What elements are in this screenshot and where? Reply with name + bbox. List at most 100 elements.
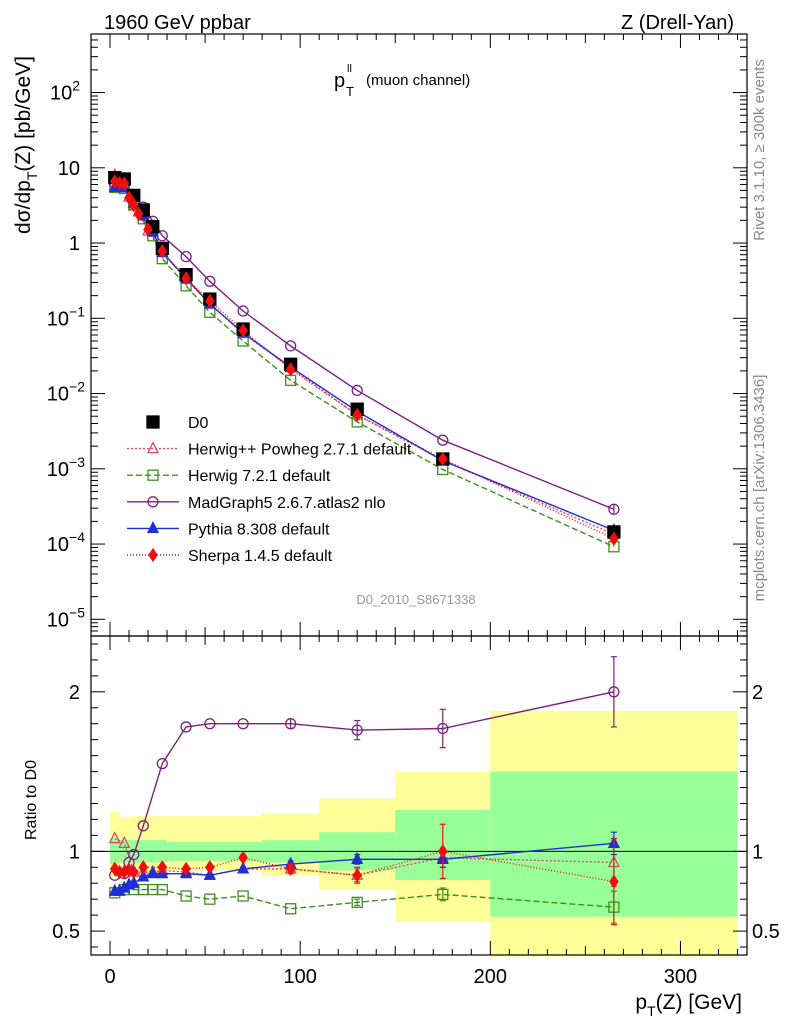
mcplots-label: mcplots.cern.ch [arXiv:1306.3436] [751, 375, 768, 602]
observable-superscript: ll [347, 63, 352, 75]
ratio-point-sherpa-11 [352, 868, 362, 883]
ratio-point-pythia-12 [351, 851, 364, 864]
ratio-point-herwig7-5 [156, 883, 168, 896]
y-tick-label-ratio-left: 2 [69, 682, 80, 704]
observable-title: p ll T (muon channel) [334, 63, 470, 99]
ratio-point-madgraph-4 [137, 820, 149, 832]
legend-marker-herwig7 [147, 469, 159, 481]
ratio-point-sherpa-7 [181, 861, 191, 877]
ratio-point-sherpa-8 [205, 860, 215, 875]
legend-entry-data: D0 [146, 415, 209, 432]
main-sherpa-overlay-9 [205, 293, 215, 309]
analysis-watermark: D0_2010_S8671338 [356, 592, 475, 607]
legend-label-pythia: Pythia 8.308 default [188, 521, 330, 538]
legend-marker-sherpa [148, 547, 158, 563]
y-tick-label-ratio-right: 2 [752, 682, 763, 704]
ratio-point-madgraph-7 [204, 718, 216, 730]
main-sherpa-overlay-3 [124, 190, 134, 205]
main-sherpa-overlay-12 [352, 407, 362, 423]
y-axis-label-main: dσ/dpT(Z) [pb/GeV] [12, 56, 40, 234]
main-sherpa-overlay-6 [143, 222, 153, 237]
y-tick-label-main: 10−5 [47, 604, 85, 631]
main-point-madgraph-9 [285, 340, 297, 352]
ratio-frame [90, 635, 748, 956]
ratio-point-herwig7-10 [351, 896, 363, 909]
main-sherpa-overlay-4 [129, 197, 139, 213]
main-series-herwigpp [108, 168, 620, 539]
y-tick-label-ratio-right: 1 [752, 841, 763, 863]
ratio-point-herwig7-8 [237, 890, 249, 902]
main-line-herwig7 [114, 186, 615, 548]
ratio-point-madgraph-9 [285, 718, 297, 730]
main-sherpa-overlay-10 [238, 323, 248, 338]
x-tick-label: 200 [474, 966, 507, 988]
main-sherpa-overlay-13 [437, 451, 448, 467]
ratio-point-herwig7-11 [437, 888, 449, 901]
ratio-point-herwig7-7 [204, 893, 216, 905]
main-point-madgraph-8 [237, 305, 249, 317]
observable-main: p [334, 70, 345, 92]
x-axis-label-text: pT(Z) [GeV] [635, 991, 742, 1019]
ratio-point-madgraph-6 [180, 721, 192, 733]
ratio-point-sherpa-12 [437, 844, 448, 859]
y-axis-label-main-text: dσ/dpT(Z) [pb/GeV] [12, 56, 40, 234]
legend-marker-madgraph [147, 496, 159, 508]
legend-label-data: D0 [188, 415, 209, 432]
legend-marker-data [146, 415, 160, 429]
ratio-point-sherpa-10 [285, 861, 296, 877]
x-axis-label: pT(Z) [GeV] [635, 991, 742, 1019]
ratio-point-pythia-6 [146, 866, 159, 879]
main-sherpa-overlay-14 [609, 531, 619, 546]
observable-subscript: T [346, 84, 354, 99]
ratio-uncertainty-bands [110, 710, 738, 957]
ratio-point-herwig7-6 [180, 890, 192, 902]
ratio-point-sherpa-13 [609, 874, 619, 889]
ratio-point-pythia-4 [127, 875, 140, 888]
main-series-pythia [108, 179, 620, 536]
main-series-sherpa [109, 174, 619, 546]
x-tick-label: 300 [664, 966, 697, 988]
ratio-panel-series [108, 656, 620, 926]
ratio-point-herwig7-9 [285, 903, 297, 915]
rivet-label: Rivet 3.1.10, ≥ 300k events [751, 59, 768, 241]
legend: D0 Herwig++ Powheg 2.7.1 default Herwig 7.… [127, 415, 412, 565]
y-tick-label-ratio-right: 0.5 [752, 921, 780, 943]
main-sherpa-overlay-5 [133, 206, 144, 221]
header-right: Z (Drell-Yan) [621, 12, 734, 34]
axis-tick-labels: 0 100 200 300 10−5 10−4 10−3 10−2 10−1 1 10 102 0.5 0… [47, 78, 780, 988]
ratio-point-madgraph-10 [351, 724, 363, 736]
main-frame [90, 33, 748, 637]
axis-ticks [90, 33, 747, 955]
y-tick-label-ratio-left: 1 [69, 841, 80, 863]
y-tick-label-main: 10 [58, 158, 80, 180]
main-panel-series [108, 168, 621, 553]
main-series-madgraph [109, 177, 620, 515]
legend-entry-madgraph: MadGraph5 2.6.7.atlas2 nlo [127, 495, 386, 512]
ratio-series-sherpa [109, 823, 619, 926]
y-tick-label-main: 10−2 [47, 379, 85, 406]
main-sherpa-overlay-11 [285, 362, 296, 377]
main-point-madgraph-11 [437, 434, 449, 446]
ratio-point-sherpa-5 [138, 860, 149, 875]
legend-entry-pythia: Pythia 8.308 default [127, 520, 330, 538]
ratio-point-sherpa-9 [238, 850, 248, 865]
main-line-madgraph [114, 182, 615, 510]
y-tick-label-main: 10−1 [47, 303, 85, 330]
legend-entry-sherpa: Sherpa 1.4.5 default [127, 547, 333, 565]
ratio-point-herwigpp-0 [108, 831, 121, 844]
main-series-sherpa-overlay [109, 174, 619, 546]
ratio-point-sherpa-6 [157, 860, 168, 875]
ratio-point-pythia-10 [237, 861, 250, 874]
legend-entry-herwigpp: Herwig++ Powheg 2.7.1 default [127, 441, 412, 459]
ratio-series-herwig7 [109, 883, 620, 924]
legend-marker-pythia [146, 520, 160, 534]
main-point-madgraph-7 [204, 275, 216, 287]
main-point-madgraph-10 [351, 384, 363, 397]
ratio-point-madgraph-12 [608, 686, 620, 698]
main-point-madgraph-6 [180, 250, 192, 263]
ratio-point-madgraph-8 [237, 718, 249, 730]
main-sherpa-overlay-7 [157, 244, 168, 259]
main-sherpa-overlay-8 [181, 271, 191, 286]
header-left: 1960 GeV ppbar [104, 12, 251, 34]
